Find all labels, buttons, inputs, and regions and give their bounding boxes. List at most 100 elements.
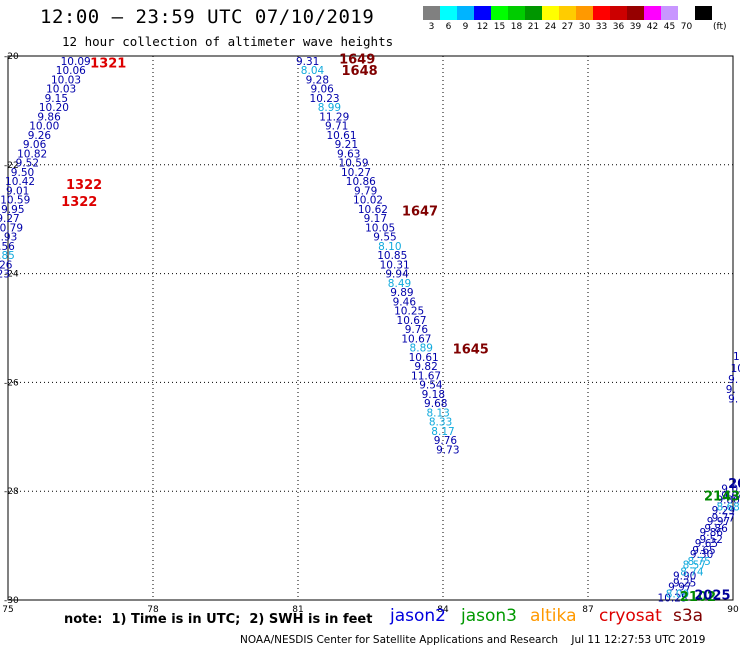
satellite-cryosat: cryosat — [599, 606, 662, 626]
wave-height-value: 9.52 — [16, 158, 39, 170]
track-time-label: 1649 — [339, 53, 375, 68]
wave-height-value: 10.25 — [658, 592, 688, 604]
lat-tick-label: -22 — [4, 161, 19, 171]
wave-height-value: 9.54 — [419, 380, 443, 392]
axis-tick-labels: 75 78 81 84 87 90 -20 -22 -24 -26 -28 -30 — [2, 52, 739, 615]
wave-height-value: 10.09 — [61, 56, 91, 68]
map-grid — [8, 56, 733, 600]
map-frame — [7, 55, 734, 601]
track-time-label: 9. — [726, 384, 736, 396]
track-time-label: 2025 — [694, 589, 730, 604]
wave-height-value: 10.82 — [17, 148, 47, 160]
wave-height-value: 10.20 — [39, 102, 69, 114]
wave-height-value: 8.89 — [410, 343, 433, 355]
lon-tick-label: 75 — [2, 605, 13, 615]
wave-height-value: 8.57 — [683, 560, 706, 572]
legend-swatch — [423, 6, 440, 20]
legend-swatch — [559, 6, 576, 20]
track-time-label: 1322 — [61, 195, 97, 210]
wave-height-value: 9.86 — [700, 527, 724, 539]
legend-label: 36 — [612, 22, 625, 32]
wave-height-value: 9.30 — [690, 549, 713, 561]
track-time-label: 9. — [728, 394, 738, 406]
legend-label: 27 — [561, 22, 574, 32]
legend-swatch — [525, 6, 542, 20]
wave-height-value: 10.31 — [380, 259, 410, 271]
wave-height-value: 9.71 — [325, 121, 348, 133]
wave-height-value: 9.23 — [0, 269, 10, 281]
legend-label: 42 — [646, 22, 659, 32]
lon-tick-label: 90 — [727, 605, 739, 615]
wave-height-value: 9.04 — [721, 491, 740, 503]
wave-height-value: 10.23 — [310, 93, 340, 105]
lon-tick-label: 87 — [582, 605, 593, 615]
wave-height-value: 9.93 — [0, 232, 17, 244]
wave-height-value: 9.80 — [716, 494, 739, 506]
wave-height-value: 10.86 — [346, 176, 376, 188]
legend-label: 12 — [476, 22, 489, 32]
wave-height-value: 10.27 — [341, 167, 371, 179]
wave-height-value: 10.59 — [339, 158, 369, 170]
wave-height-value: 9.90 — [673, 571, 696, 583]
wave-height-value: 11.29 — [319, 111, 349, 123]
lat-tick-label: -26 — [4, 378, 19, 388]
wave-height-value: 10.42 — [5, 176, 35, 188]
wave-height-value: 10.59 — [0, 195, 30, 207]
legend-swatch — [457, 6, 474, 20]
track-time-label: 1322 — [66, 178, 102, 193]
wave-height-value: 10.05 — [365, 222, 395, 234]
credit-line: NOAA/NESDIS Center for Satellite Applica… — [240, 634, 706, 646]
satellite-altika: altika — [530, 606, 577, 626]
wave-height-value: 9.29 — [712, 505, 735, 517]
wave-height-value: 8.74 — [680, 567, 704, 579]
track-time-label: 20 — [728, 477, 740, 492]
legend-swatch — [610, 6, 627, 20]
wave-height-value: 9.65 — [695, 538, 718, 550]
legend-label: 6 — [445, 22, 452, 32]
lat-tick-label: -28 — [4, 487, 19, 497]
map-subtitle: 12 hour collection of altimeter wave hei… — [62, 34, 394, 49]
wave-height-value: 10.03 — [51, 74, 81, 86]
wave-height-value: 9.03 — [721, 483, 740, 495]
footer-note: note: 1) Time is in UTC; 2) SWH is in fe… — [64, 612, 373, 627]
wave-height-values: 10.0910.0610.0310.039.1510.209.8610.009.… — [0, 56, 740, 604]
lat-tick-label: -24 — [4, 270, 19, 280]
wave-height-value: 9.89 — [390, 287, 413, 299]
wave-height-value: 9.31 — [296, 56, 319, 68]
legend-swatch — [644, 6, 661, 20]
wave-height-value: 10.61 — [409, 352, 439, 364]
legend-label: 70 — [680, 22, 693, 32]
track-time-label: 1321 — [90, 57, 126, 72]
track-time-label: 1648 — [342, 64, 378, 79]
track-time-label: 2143 — [704, 490, 740, 505]
wave-height-value: 8.00 — [666, 588, 689, 600]
wave-height-value: 9.86 — [704, 523, 728, 535]
wave-height-value: 9.94 — [385, 269, 409, 281]
map-title: 12:00 — 23:59 UTC 07/10/2019 — [40, 6, 375, 28]
wave-height-value: 9.97 — [668, 581, 691, 593]
wave-height-value: 8.85 — [0, 250, 15, 262]
legend-swatch — [542, 6, 559, 20]
track-time-label: 9. — [728, 374, 738, 386]
wave-height-value: 8.99 — [318, 102, 341, 114]
wave-height-value: 10.00 — [29, 121, 59, 133]
legend-swatch — [576, 6, 593, 20]
legend-label: 9 — [462, 22, 469, 32]
wave-height-value: 9.27 — [0, 213, 20, 225]
wave-height-value: 8.75 — [687, 556, 710, 568]
legend-label: 21 — [527, 22, 540, 32]
wave-height-value: 10.25 — [394, 306, 424, 318]
wave-height-value: 9.28 — [306, 74, 329, 86]
wave-height-value: 9.01 — [6, 185, 29, 197]
wave-height-value: 9.06 — [310, 84, 334, 96]
wave-height-value: 10.61 — [326, 130, 356, 142]
wave-height-value: 9.21 — [335, 139, 358, 151]
wave-height-value: 8.33 — [429, 417, 452, 429]
legend-swatch — [474, 6, 491, 20]
satellite-jason3: jason3 — [461, 606, 517, 626]
legend-label: 45 — [663, 22, 676, 32]
color-legend-labels: 3 6 9 12 15 18 21 24 27 30 33 36 39 42 45 70 — [423, 22, 712, 32]
wave-height-value: 9.50 — [11, 167, 34, 179]
lat-tick-label: -30 — [4, 596, 19, 606]
wave-height-value: 9.26 — [28, 130, 52, 142]
